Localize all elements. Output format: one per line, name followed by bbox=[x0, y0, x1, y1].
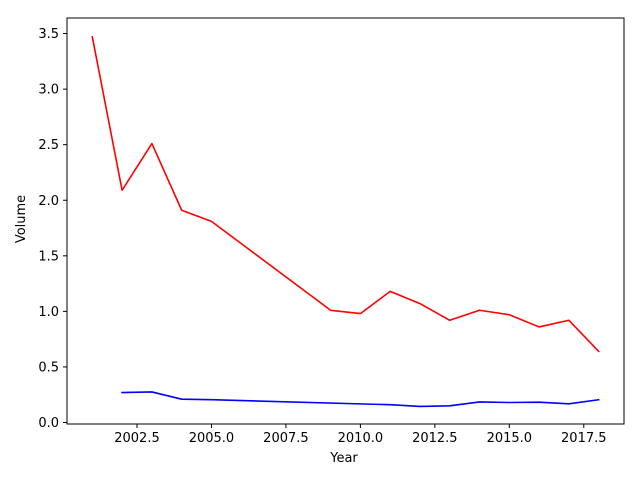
y-tick-label: 2.5 bbox=[38, 138, 59, 153]
x-axis-label: Year bbox=[329, 451, 358, 466]
y-axis-label: Volume bbox=[14, 195, 29, 243]
axes-frame bbox=[66, 17, 625, 425]
y-tick-label: 2.0 bbox=[38, 194, 59, 209]
y-tick-label: 3.0 bbox=[38, 83, 59, 98]
x-tick-label: 2002.5 bbox=[114, 431, 160, 446]
y-tick-label: 1.0 bbox=[38, 305, 59, 320]
series-line-2 bbox=[121, 391, 600, 408]
x-tick-label: 2005.0 bbox=[189, 431, 235, 446]
x-tick-label: 2010.0 bbox=[338, 431, 384, 446]
x-tick-label: 2015.0 bbox=[487, 431, 533, 446]
y-tick-label: 0.5 bbox=[38, 360, 59, 375]
series-line-1 bbox=[91, 35, 600, 353]
y-tick-label: 1.5 bbox=[38, 249, 59, 264]
x-tick-label: 2017.5 bbox=[561, 431, 607, 446]
y-tick-label: 0.0 bbox=[38, 416, 59, 431]
x-tick-label: 2007.5 bbox=[263, 431, 309, 446]
x-tick-label: 2012.5 bbox=[412, 431, 458, 446]
y-tick-label: 3.5 bbox=[38, 27, 59, 42]
plot-area: 2002.5 2005.0 2007.5 2010.0 2012.5 2015.0 2017… bbox=[38, 17, 625, 446]
